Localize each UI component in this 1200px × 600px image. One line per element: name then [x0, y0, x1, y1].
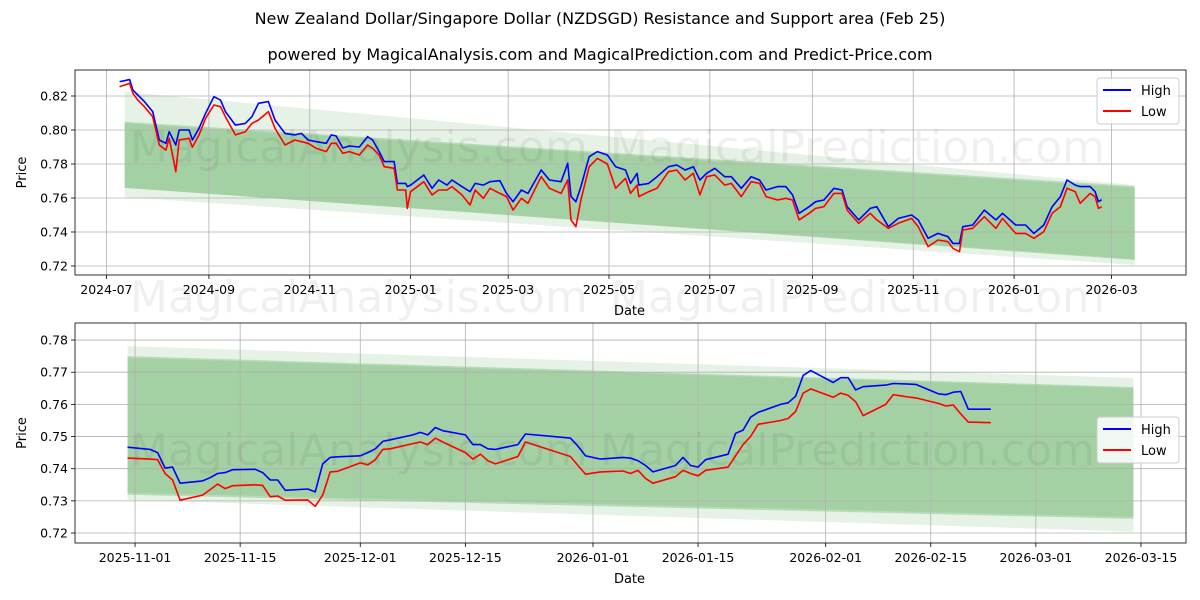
- legend-label-high: High: [1141, 423, 1171, 438]
- x-tick-label: 2024-09: [183, 282, 235, 297]
- chart-title: New Zealand Dollar/Singapore Dollar (NZD…: [254, 9, 946, 28]
- legend-label-low: Low: [1141, 444, 1167, 459]
- band-inner: [127, 357, 1134, 517]
- x-tick-label: 2026-01-01: [557, 550, 630, 565]
- legend: High Low: [1096, 416, 1180, 464]
- watermark: MagicalAnalysis.com: [130, 425, 588, 476]
- legend-label-high: High: [1141, 84, 1171, 99]
- chart-1: 0.72 0.74 0.76 0.78 0.80 0.82 2024-07 2024-09 20…: [15, 69, 1187, 323]
- y-tick-label: 0.73: [40, 493, 68, 508]
- chart-subtitle: powered by MagicalAnalysis.com and Magic…: [267, 45, 933, 64]
- x-tick-label: 2025-11-15: [204, 550, 277, 565]
- x-tick-label: 2025-11-01: [99, 550, 172, 565]
- band-outer: [124, 91, 1135, 265]
- y-tick-label: 0.74: [40, 461, 68, 476]
- x-tick-label: 2026-03: [1085, 282, 1137, 297]
- band-outer: [127, 346, 1134, 532]
- y-axis-label: Price: [15, 157, 30, 189]
- series-line-high: [119, 78, 1103, 245]
- y-tick-label: 0.76: [40, 190, 68, 205]
- x-tick-label: 2026-02-15: [894, 550, 967, 565]
- watermark: MagicalPrediction.com: [610, 122, 1105, 173]
- band-middle: [127, 356, 1134, 519]
- legend: High Low: [1096, 77, 1180, 125]
- legend-label-low: Low: [1141, 105, 1167, 120]
- x-tick-label: 2025-12-01: [324, 550, 397, 565]
- x-tick-label: 2026-01-15: [662, 550, 735, 565]
- x-tick-label: 2024-11: [284, 282, 336, 297]
- series-line-high: [127, 369, 991, 493]
- watermark: MagicalAnalysis.com: [130, 272, 588, 323]
- watermark: MagicalPrediction.com: [600, 425, 1095, 476]
- x-tick-label: 2025-05: [583, 282, 635, 297]
- x-tick-label: 2024-07: [80, 282, 132, 297]
- x-tick-label: 2025-12-15: [429, 550, 502, 565]
- x-tick-label: 2025-03: [482, 282, 534, 297]
- x-tick-label: 2025-07: [684, 282, 736, 297]
- x-tick-label: 2026-01: [988, 282, 1040, 297]
- y-tick-label: 0.72: [40, 258, 68, 273]
- y-tick-label: 0.80: [40, 123, 68, 138]
- y-tick-label: 0.76: [40, 397, 68, 412]
- axes-frame: [74, 69, 1187, 276]
- x-tick-label: 2025-09: [786, 282, 838, 297]
- x-tick-label: 2026-02-01: [789, 550, 862, 565]
- y-tick-label: 0.77: [40, 365, 68, 380]
- y-tick-label: 0.74: [40, 224, 68, 239]
- y-tick-label: 0.82: [40, 89, 68, 104]
- y-tick-label: 0.72: [40, 526, 68, 541]
- watermark: MagicalPrediction.com: [610, 272, 1105, 323]
- x-axis-label: Date: [614, 304, 645, 319]
- y-axis-label: Price: [15, 417, 30, 449]
- y-tick-label: 0.78: [40, 333, 68, 348]
- series-line-low: [127, 388, 991, 508]
- x-tick-label: 2026-03-01: [1000, 550, 1073, 565]
- x-tick-label: 2025-01: [384, 282, 436, 297]
- chart-2: 0.72 0.73 0.74 0.75 0.76 0.77 0.78 2025-11-01 20…: [15, 322, 1187, 587]
- x-tick-label: 2025-11: [887, 282, 939, 297]
- x-axis-label: Date: [614, 572, 645, 587]
- series-line-low: [119, 82, 1103, 253]
- y-tick-label: 0.75: [40, 429, 68, 444]
- x-tick-label: 2026-03-15: [1105, 550, 1178, 565]
- axes-frame: [74, 322, 1187, 544]
- y-tick-label: 0.78: [40, 157, 68, 172]
